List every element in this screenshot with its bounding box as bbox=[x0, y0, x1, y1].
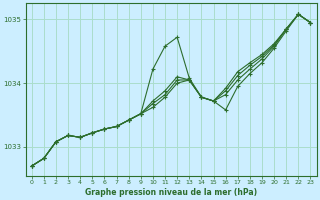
X-axis label: Graphe pression niveau de la mer (hPa): Graphe pression niveau de la mer (hPa) bbox=[85, 188, 257, 197]
